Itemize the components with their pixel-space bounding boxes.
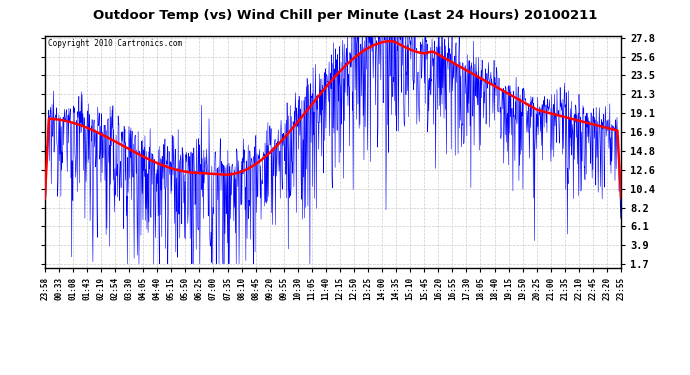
Text: Copyright 2010 Cartronics.com: Copyright 2010 Cartronics.com xyxy=(48,39,182,48)
Text: Outdoor Temp (vs) Wind Chill per Minute (Last 24 Hours) 20100211: Outdoor Temp (vs) Wind Chill per Minute … xyxy=(93,9,597,22)
